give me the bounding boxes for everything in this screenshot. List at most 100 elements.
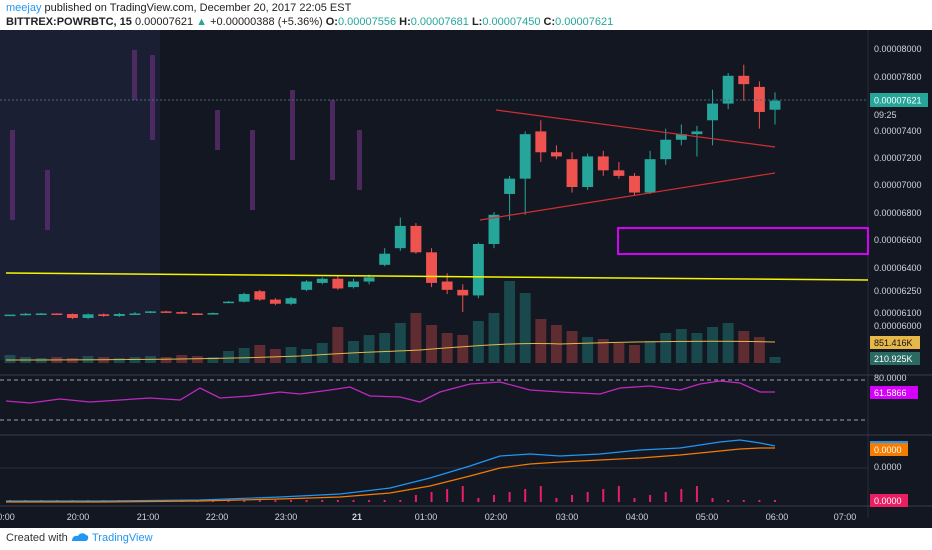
candle-body[interactable]: [504, 178, 516, 194]
low-value: 0.00007450: [482, 16, 541, 28]
candle-body[interactable]: [51, 313, 63, 315]
candle-body[interactable]: [707, 103, 719, 121]
candle-body[interactable]: [348, 281, 359, 288]
candle-body[interactable]: [207, 313, 219, 315]
candle-body[interactable]: [550, 152, 562, 157]
price-tick-label: 0.00006000: [874, 321, 922, 331]
candle-body[interactable]: [98, 314, 110, 316]
volume-bar: [566, 331, 578, 363]
macd-hist-bar: [227, 500, 230, 502]
price-tick-label: 0.00006800: [874, 208, 922, 218]
candle-body[interactable]: [675, 134, 687, 140]
volume-bar: [363, 335, 375, 363]
volume-bar: [379, 333, 391, 363]
macd-tag-orange: [870, 443, 908, 456]
macd-hist-bar: [305, 500, 308, 502]
close-value: 0.00007621: [555, 16, 614, 28]
candle-body[interactable]: [129, 313, 141, 315]
history-bar: [132, 50, 137, 100]
candle-body[interactable]: [176, 312, 188, 314]
candle-body[interactable]: [82, 314, 94, 318]
candle-body[interactable]: [566, 159, 578, 187]
candle-body[interactable]: [20, 313, 32, 316]
volume-bar: [129, 357, 141, 363]
candle-body[interactable]: [629, 175, 640, 193]
history-bar: [330, 100, 335, 180]
author-link[interactable]: meejay: [6, 2, 42, 14]
history-bar: [45, 170, 50, 230]
chart-area[interactable]: 0.000080000.000078000.000076000.00007400…: [0, 30, 932, 528]
candle-body[interactable]: [254, 291, 266, 300]
candle-body[interactable]: [769, 100, 781, 110]
price-tick-label: 0.00007200: [874, 153, 922, 163]
candle-body[interactable]: [66, 314, 78, 318]
candle-body[interactable]: [394, 225, 406, 249]
rsi-axis-top: 80.0000: [874, 373, 907, 383]
candle-body[interactable]: [519, 134, 531, 179]
volume-bar: [472, 321, 484, 363]
candle-body[interactable]: [691, 131, 703, 135]
support-trendline[interactable]: [5, 272, 869, 281]
candle-body[interactable]: [238, 294, 250, 302]
candle-body[interactable]: [441, 281, 453, 290]
macd-hist-bar: [336, 500, 339, 502]
time-tick-label: 04:00: [626, 512, 649, 522]
macd-hist-bar: [243, 500, 246, 502]
time-tick-label: 02:00: [485, 512, 508, 522]
candle-body[interactable]: [426, 252, 437, 283]
volume-bar: [207, 357, 219, 363]
candle-body[interactable]: [644, 159, 656, 193]
macd-hist-bar: [477, 498, 480, 502]
symbol-label[interactable]: BITTREX:POWRBTC, 15: [6, 16, 132, 28]
candle-body[interactable]: [753, 86, 765, 112]
candle-body[interactable]: [113, 314, 125, 316]
volume-bar: [160, 357, 172, 363]
candle-body[interactable]: [316, 278, 328, 283]
volume-bar: [629, 345, 640, 363]
publish-info: published on TradingView.com, December 2…: [44, 2, 352, 14]
time-tick-label: 05:00: [696, 512, 719, 522]
rsi-value-tag: [870, 386, 918, 399]
candle-body[interactable]: [35, 313, 47, 315]
volume-bar: [238, 348, 250, 363]
candle-body[interactable]: [223, 301, 235, 304]
volume-bar: [738, 331, 750, 363]
candle-body[interactable]: [660, 139, 672, 160]
candle-body[interactable]: [722, 75, 734, 104]
volume-bar: [660, 333, 672, 363]
chart-canvas[interactable]: 0.000080000.000078000.000076000.00007400…: [0, 30, 932, 528]
candle-body[interactable]: [160, 311, 172, 313]
time-tick-label: 07:00: [834, 512, 857, 522]
candle-body[interactable]: [410, 225, 422, 253]
macd-hist-bar: [680, 489, 683, 502]
volume-bar: [223, 351, 235, 363]
tradingview-link[interactable]: TradingView: [92, 532, 153, 544]
macd-hist-bar: [383, 500, 386, 502]
candle-body[interactable]: [582, 156, 594, 187]
candle-body[interactable]: [379, 253, 391, 265]
time-tick-label: 21: [352, 512, 362, 522]
candle-body[interactable]: [332, 278, 344, 289]
candle-body[interactable]: [285, 298, 297, 304]
candle-body[interactable]: [145, 311, 156, 313]
upper-trendline[interactable]: [495, 109, 776, 148]
candle-body[interactable]: [191, 313, 203, 315]
candle-body[interactable]: [363, 277, 375, 282]
candle-body[interactable]: [613, 170, 625, 176]
volume-bar: [113, 358, 125, 363]
candle-body[interactable]: [597, 156, 609, 171]
macd-hist-bar: [617, 486, 620, 502]
candle-body[interactable]: [488, 214, 500, 244]
target-zone-box[interactable]: [617, 227, 869, 255]
volume-bar: [394, 323, 406, 363]
lower-trendline[interactable]: [479, 172, 776, 221]
candle-body[interactable]: [4, 314, 16, 317]
macd-hist-bar: [742, 500, 745, 502]
volume-bar: [753, 337, 765, 363]
candle-body[interactable]: [738, 75, 750, 85]
candle-body[interactable]: [301, 281, 313, 290]
candle-body[interactable]: [457, 289, 469, 296]
candle-body[interactable]: [535, 131, 547, 153]
candle-body[interactable]: [472, 243, 484, 296]
candle-body[interactable]: [269, 299, 281, 304]
